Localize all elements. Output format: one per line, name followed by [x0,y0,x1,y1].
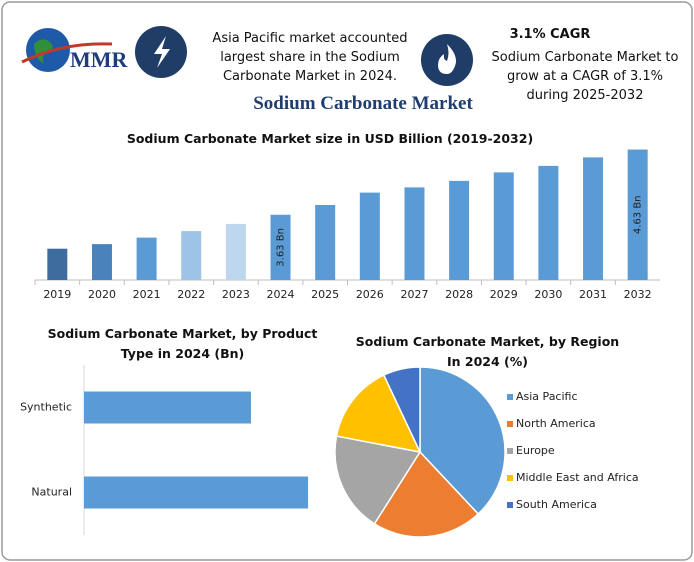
pie-slice [382,366,421,453]
x-tick-label: 2020 [88,288,116,301]
x-tick-label: 2028 [445,288,473,301]
pie-slice [335,374,422,454]
bar [181,231,202,280]
legend-marker [507,475,513,481]
x-tick-label: 2026 [356,288,384,301]
cagr-note: Sodium Carbonate Market to grow at a CAG… [491,50,679,103]
bar [136,237,157,280]
cagr-title: 3.1% CAGR [509,27,591,42]
bar [449,180,470,280]
y-tick-label: Synthetic [20,401,72,414]
bar [225,223,246,280]
legend-label: Asia Pacific [516,390,578,403]
legend-marker [507,421,513,427]
value-label: 4.63 Bn [633,195,644,234]
bar [493,172,514,280]
bar [359,192,380,280]
value-label: 3.63 Bn [276,228,287,267]
legend-label: Europe [516,444,555,457]
share-note: Asia Pacific market accounted largest sh… [212,31,408,84]
bolt [154,36,170,68]
pie-slice [373,450,480,538]
legend-marker [507,394,513,400]
x-tick-label: 2023 [222,288,250,301]
x-tick-label: 2022 [177,288,205,301]
bar [538,165,559,280]
pie-slice [419,366,506,516]
chart-title: Sodium Carbonate Market size in USD Bill… [126,131,534,146]
x-tick-label: 2024 [267,288,295,301]
x-tick-label: 2031 [579,288,607,301]
legend-marker [507,448,513,454]
x-tick-label: 2019 [43,288,71,301]
flame [438,44,456,74]
logo-text: MMR [70,47,129,72]
x-tick-label: 2027 [400,288,428,301]
bar [91,244,112,280]
legend-label: North America [516,417,596,430]
main-title: Sodium Carbonate Market [253,93,473,114]
chart-title: Sodium Carbonate Market, by Product Type… [47,326,318,361]
bar [583,157,604,280]
flame-icon [421,34,473,86]
bar [270,214,291,280]
legend-label: Middle East and Africa [516,471,639,484]
x-tick-label: 2029 [490,288,518,301]
chart-title: Sodium Carbonate Market, by Region In 20… [355,334,620,369]
bar [627,149,648,280]
y-tick-label: Natural [31,486,72,499]
bar [315,205,336,280]
x-tick-label: 2021 [133,288,161,301]
logo-swoosh [21,42,113,64]
x-tick-label: 2030 [534,288,562,301]
bar [404,187,425,280]
bar [47,248,68,280]
bar [84,391,251,424]
x-tick-label: 2032 [624,288,652,301]
bar [84,476,309,509]
legend-label: South America [516,498,597,511]
x-tick-label: 2025 [311,288,339,301]
legend-marker [507,502,513,508]
pie-slice [334,435,422,525]
